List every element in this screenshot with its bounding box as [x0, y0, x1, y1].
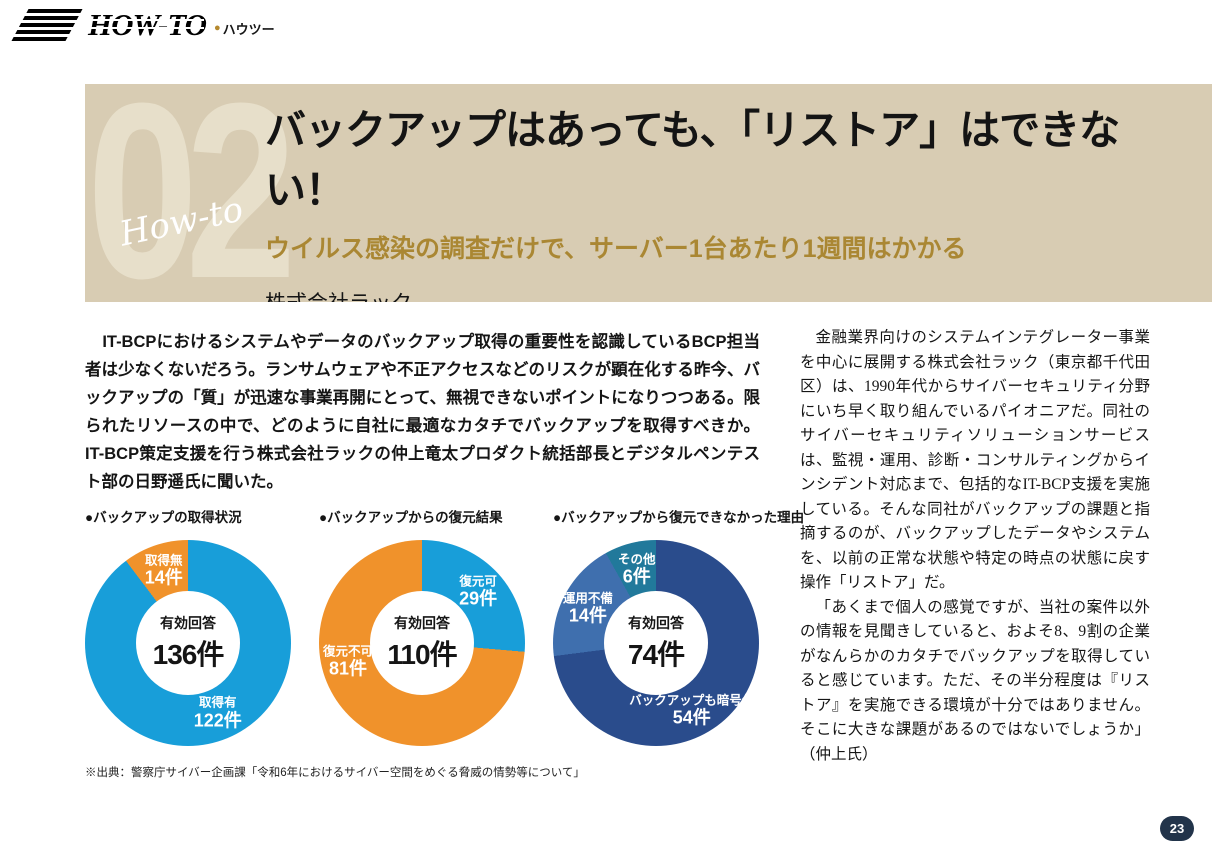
main-column: IT-BCPにおけるシステムやデータのバックアップ取得の重要性を認識しているBC… [85, 328, 805, 780]
howto-logo: HOW-TO [88, 7, 207, 43]
logo-stripe [88, 27, 204, 29]
segment-label: 取得有 122件 [193, 695, 242, 731]
company-name: 株式会社ラック [265, 287, 1182, 302]
charts-row: ●バックアップの取得状況 有効回答 136件 取得有 122件 取得無 14件 ●バッ… [85, 506, 805, 747]
segment-label: 運用不備 14件 [562, 591, 613, 626]
body-paragraph: 「あくまで個人の感覚ですが、当社の案件以外の情報を見聞きしていると、およそ8、9… [800, 598, 1150, 763]
article-title: バックアップはあっても、「リストア」はできない！ [265, 107, 1120, 213]
page-header: HOW-TO ● ハウツー [11, 6, 275, 44]
segment-label: 取得無 14件 [144, 553, 183, 588]
chart-backup-acquisition: ●バックアップの取得状況 有効回答 136件 取得有 122件 取得無 14件 [85, 506, 291, 747]
chart-center-label: 有効回答 [160, 615, 216, 632]
speed-lines-icon [11, 9, 83, 41]
donut-chart-failure-reason: 有効回答 74件 バックアップも暗号化 54件 運用不備 14件 その他 6件 [553, 540, 759, 747]
chart-center-label: 有効回答 [394, 615, 450, 632]
donut-chart-acquisition: 有効回答 136件 取得有 122件 取得無 14件 [85, 540, 291, 747]
chart-restore-result: ●バックアップからの復元結果 有効回答 110件 復元可 29件復元不可 81件 [319, 506, 525, 747]
segment-label: 復元不可 81件 [323, 644, 374, 679]
chart-center: 有効回答 136件 [136, 591, 240, 696]
feature-banner: 02 How-to バックアップはあっても、「リストア」はできない！ ウイルス感… [85, 84, 1212, 302]
body-column: 金融業界向けのシステムインテグレーター事業を中心に展開する株式会社ラック（東京都… [800, 326, 1150, 767]
category-label: ハウツー [222, 21, 275, 37]
chart-title: ●バックアップから復元できなかった理由 [553, 510, 805, 526]
howto-logo-text: HOW-TO [88, 7, 207, 42]
segment-label: バックアップも暗号化 54件 [629, 693, 755, 728]
feature-text-block: バックアップはあっても、「リストア」はできない！ ウイルス感染の調査だけで、サー… [265, 96, 1182, 302]
segment-label: その他 6件 [618, 551, 656, 587]
chart-center-label: 有効回答 [628, 615, 684, 632]
body-paragraph: 金融業界向けのシステムインテグレーター事業を中心に展開する株式会社ラック（東京都… [800, 329, 1150, 591]
page-number-badge: 23 [1160, 816, 1194, 841]
page-number: 23 [1169, 821, 1185, 836]
donut-chart-restore-result: 有効回答 110件 復元可 29件復元不可 81件 [319, 540, 525, 747]
chart-center-value: 136件 [152, 639, 225, 671]
chart-center: 有効回答 74件 [604, 591, 708, 696]
category-bullet-icon: ● [214, 22, 221, 34]
chart-center-value: 74件 [627, 639, 685, 671]
segment-label: 復元可 29件 [459, 574, 498, 609]
logo-stripe [88, 19, 204, 21]
chart-center-value: 110件 [387, 639, 457, 671]
intro-paragraph: IT-BCPにおけるシステムやデータのバックアップ取得の重要性を認識しているBC… [85, 333, 760, 492]
article-number: 02 [87, 84, 297, 302]
chart-title: ●バックアップの取得状況 [85, 510, 242, 526]
chart-restore-failure-reason: ●バックアップから復元できなかった理由 有効回答 74件 バックアップも暗号化 5… [553, 506, 805, 747]
chart-center: 有効回答 110件 [370, 591, 474, 696]
source-footnote: ※出典：警察庁サイバー企画課「令和6年におけるサイバー空間をめぐる脅威の情勢等に… [85, 767, 585, 780]
article-subtitle: ウイルス感染の調査だけで、サーバー1台あたり1週間はかかる [265, 235, 967, 263]
chart-title: ●バックアップからの復元結果 [319, 510, 503, 526]
